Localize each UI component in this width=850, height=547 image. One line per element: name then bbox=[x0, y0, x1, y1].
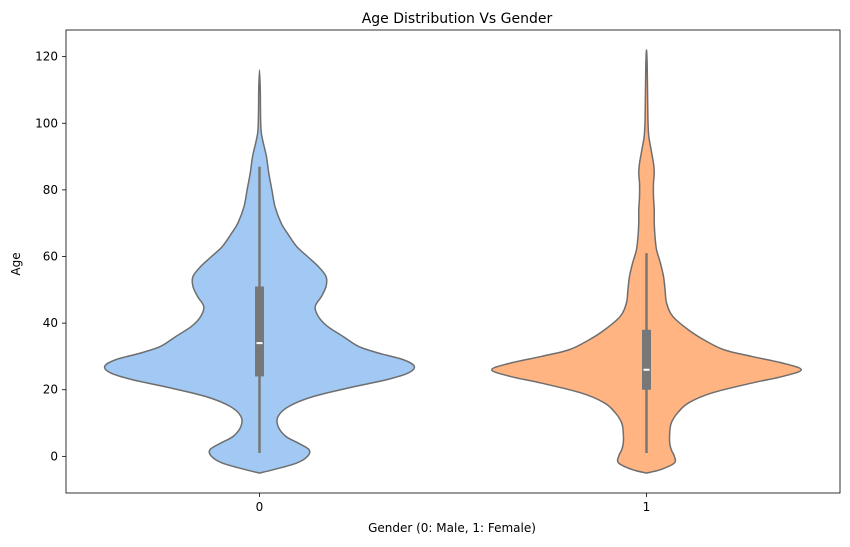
y-tick-label: 100 bbox=[35, 116, 58, 130]
x-tick-label: 0 bbox=[256, 500, 264, 514]
x-tick-label: 1 bbox=[643, 500, 651, 514]
y-tick-label: 0 bbox=[50, 449, 58, 463]
chart-title: Age Distribution Vs Gender bbox=[362, 11, 553, 27]
x-axis-label: Gender (0: Male, 1: Female) bbox=[368, 521, 536, 535]
y-axis-label: Age bbox=[9, 252, 23, 275]
y-tick-label: 60 bbox=[43, 250, 58, 264]
axes-frame bbox=[65, 29, 841, 494]
y-tick-label: 20 bbox=[43, 383, 58, 397]
iqr-box-0 bbox=[255, 286, 264, 377]
y-tick-label: 120 bbox=[35, 50, 58, 64]
y-tick-label: 80 bbox=[43, 183, 58, 197]
plot-area bbox=[65, 29, 841, 494]
y-axis: 0 20 40 60 80 100 120 bbox=[35, 50, 66, 463]
y-tick-label: 40 bbox=[43, 316, 58, 330]
iqr-box-1 bbox=[642, 329, 651, 390]
